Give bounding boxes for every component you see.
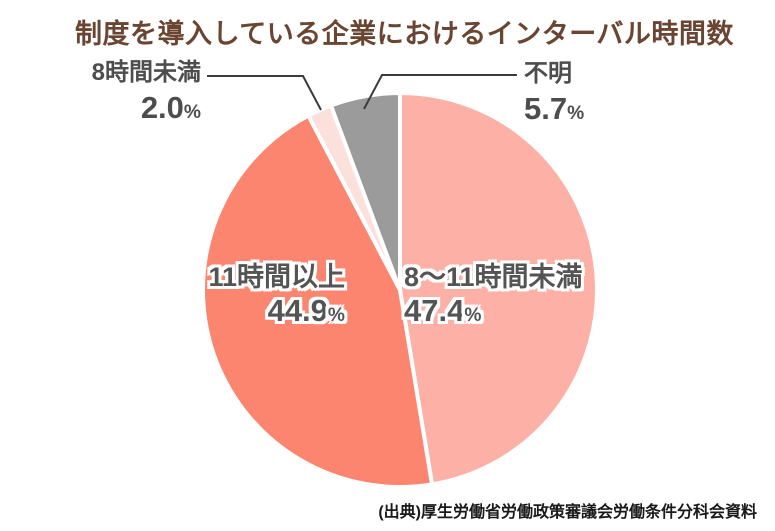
pie-slices [201, 91, 600, 489]
leader-line-unknown [363, 74, 517, 110]
label-unknown-name: 不明 [524, 60, 572, 87]
pie-slice-1 [398, 91, 600, 487]
percent-sign: % [327, 305, 345, 327]
label-under-8h-value: 2.0% [92, 90, 201, 126]
label-8-to-11h-name: 8〜11時間未満 [404, 262, 583, 292]
chart-title: 制度を導入している企業におけるインターバル時間数 [75, 19, 734, 49]
label-11h-over-name: 11時間以上 [208, 262, 345, 292]
label-under-8h-name: 8時間未満 [91, 59, 201, 86]
percent-sign: % [183, 102, 201, 124]
label-unknown: 不明 5.7% [524, 61, 584, 126]
percent-sign: % [464, 305, 482, 327]
label-11h-over-value: 44.9% [208, 293, 345, 329]
label-11h-over: 11時間以上 44.9% [208, 262, 345, 329]
source-note: (出典)厚生労働省労働政策審議会労働条件分科会資料 [378, 504, 757, 521]
label-8-to-11h-number: 47.4 [404, 293, 465, 329]
label-under-8h-number: 2.0 [140, 90, 184, 126]
label-under-8h: 8時間未満 2.0% [92, 60, 201, 125]
pie-slice-4 [328, 91, 402, 292]
pie-slice-2 [201, 113, 435, 489]
label-unknown-value: 5.7% [524, 91, 585, 127]
label-unknown-number: 5.7 [524, 91, 568, 127]
label-8-to-11h: 8〜11時間未満 47.4% [404, 262, 583, 329]
label-8-to-11h-value: 47.4% [404, 293, 583, 329]
label-11h-over-number: 44.9 [267, 293, 328, 329]
percent-sign: % [567, 103, 585, 125]
leader-line-8h-under [207, 75, 322, 111]
